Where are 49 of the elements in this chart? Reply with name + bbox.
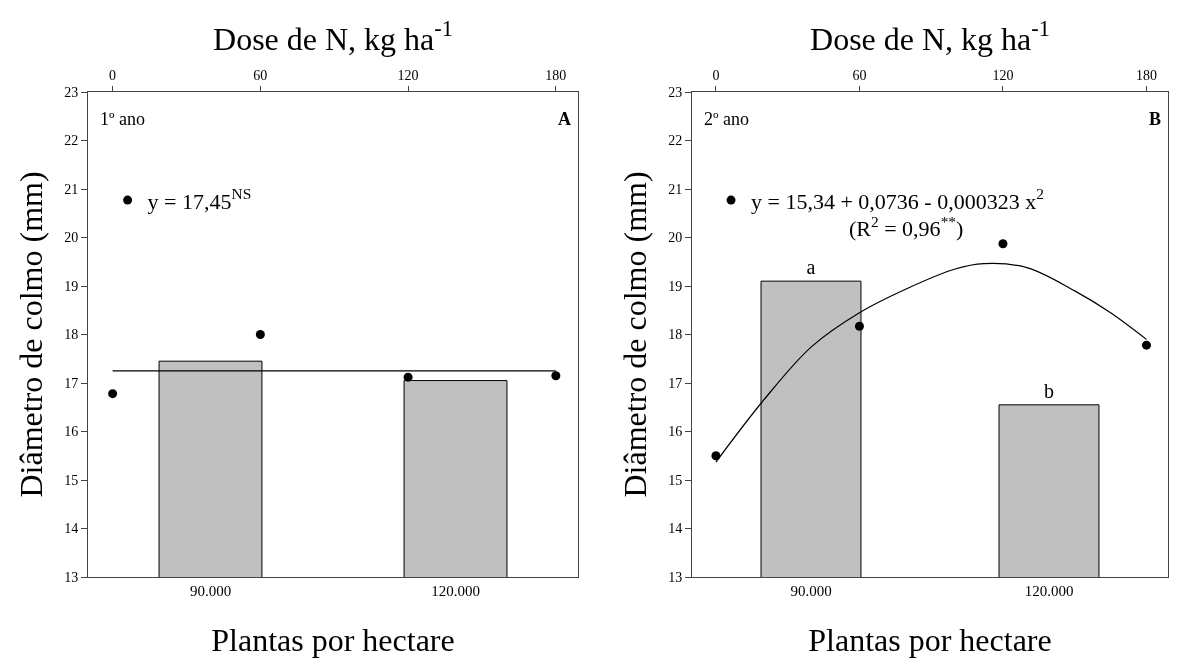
x2-tick-label: 180 — [1135, 68, 1157, 84]
y-tick-label: 17 — [668, 375, 683, 391]
y-tick-label: 23 — [668, 84, 683, 100]
y-tick-label: 13 — [64, 569, 79, 585]
y-tick-label: 20 — [668, 230, 683, 246]
y-tick-label: 18 — [668, 327, 683, 343]
x-axis-title: Plantas por hectare — [808, 621, 1052, 658]
annotation: 2º ano — [704, 109, 750, 129]
y-tick-label: 22 — [64, 133, 79, 149]
annotation: 1º ano — [100, 109, 146, 129]
x-tick-label: 90.000 — [189, 583, 232, 599]
annotation: B — [1149, 109, 1162, 129]
y-tick-label: 20 — [64, 230, 79, 246]
x2-tick-label: 60 — [253, 68, 268, 84]
y-tick-label: 18 — [64, 327, 79, 343]
data-label: a — [806, 256, 816, 279]
y-axis-title: Diâmetro de colmo (mm) — [12, 171, 49, 498]
y-tick-label: 23 — [64, 84, 79, 100]
data-label: b — [1044, 379, 1054, 402]
y-tick-label: 19 — [64, 278, 79, 294]
legend-label: y = 17,45$^{NS}$ — [147, 185, 252, 214]
x2-tick-label: 120 — [397, 68, 419, 84]
x2-tick-label: 0 — [712, 68, 720, 84]
y-tick-label: 15 — [64, 472, 79, 488]
x2-tick-label: 120 — [992, 68, 1014, 84]
annotation: A — [558, 109, 571, 129]
x-tick-label: 90.000 — [790, 583, 832, 599]
x-axis-title: Plantas por hectare — [211, 621, 455, 658]
y-tick-label: 17 — [64, 375, 79, 391]
y-tick-label: 19 — [668, 278, 683, 294]
y-tick-label: 14 — [668, 521, 683, 537]
x-tick-label: 120.000 — [1024, 583, 1074, 599]
x2-tick-label: 0 — [109, 68, 117, 84]
y-tick-label: 21 — [64, 181, 79, 197]
y-tick-label: 15 — [668, 472, 683, 488]
legend-label: y = 15,34 + 0,0736 - 0,000323 x$^{2}$ — [751, 185, 1044, 214]
y-tick-label: 21 — [668, 181, 683, 197]
x-tick-label: 120.000 — [431, 583, 480, 599]
x2-axis-title: Dose de N, kg ha$^{-1}$ — [810, 16, 1050, 57]
x2-tick-label: 180 — [545, 68, 567, 84]
y-tick-label: 16 — [64, 424, 79, 440]
y-tick-label: 16 — [668, 424, 683, 440]
y-tick-label: 22 — [668, 133, 683, 149]
y-tick-label: 14 — [64, 521, 79, 537]
y-tick-label: 13 — [668, 569, 683, 585]
y-axis-title: Diâmetro de colmo (mm) — [616, 171, 653, 498]
annotation: (R$^{2}$ = 0,96$^{**}$) — [849, 213, 964, 242]
x2-axis-title: Dose de N, kg ha$^{-1}$ — [213, 16, 453, 57]
x2-tick-label: 60 — [852, 68, 867, 84]
